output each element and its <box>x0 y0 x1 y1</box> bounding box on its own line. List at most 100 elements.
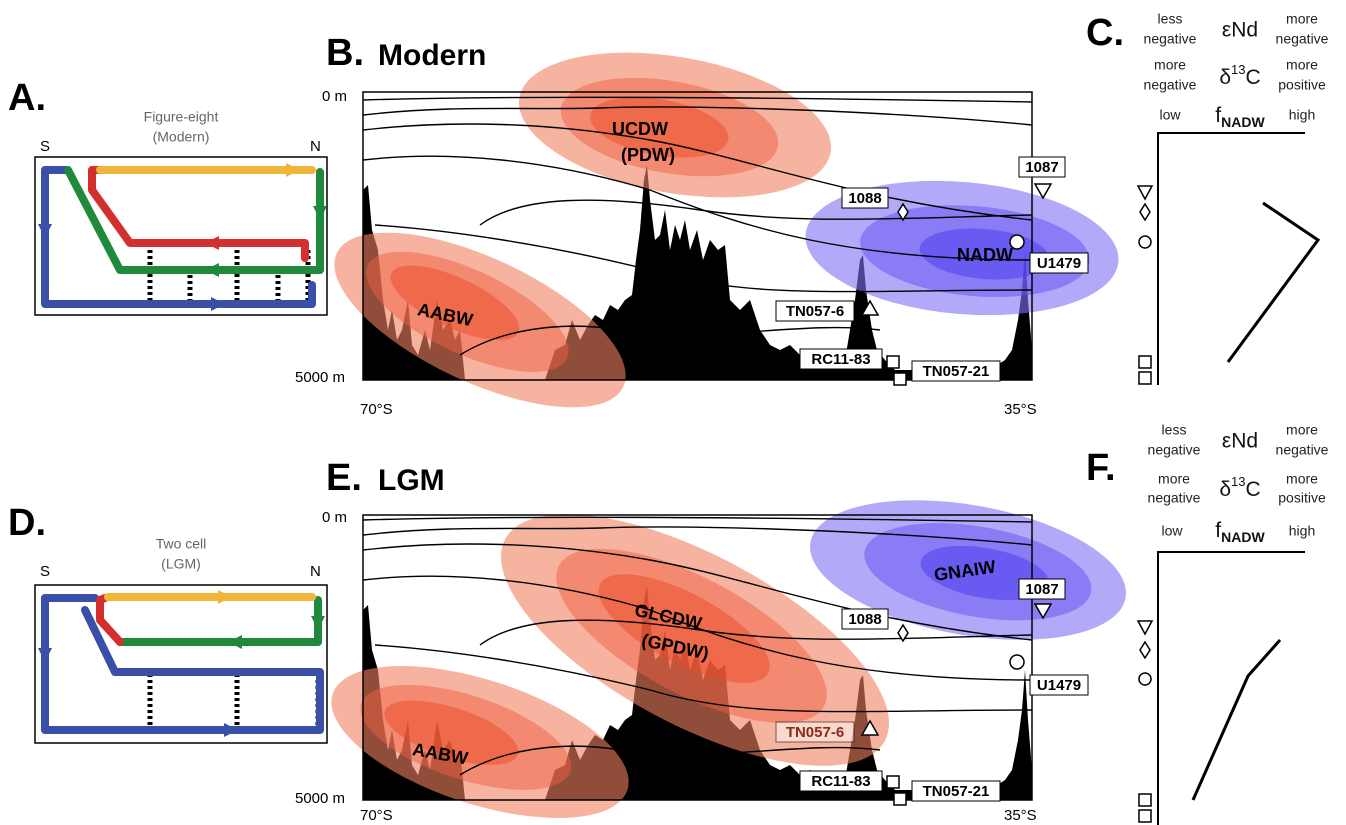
label-part: δ <box>1219 66 1231 89</box>
proxy-profile-part <box>1139 372 1151 384</box>
water-mass-label: (PDW) <box>621 145 675 165</box>
proxy-profile-part <box>1139 673 1151 685</box>
scale-label: high <box>1289 523 1315 539</box>
scale-label: positive <box>1278 490 1326 506</box>
proxy-profile-part <box>1139 356 1151 368</box>
label-part: 13 <box>1231 474 1245 489</box>
proxy-profile-part <box>1228 203 1318 362</box>
label-part: C <box>1246 478 1261 501</box>
circulation-schematic-part <box>35 585 327 743</box>
circulation-schematic: Two cell (LGM) S N <box>35 536 327 743</box>
circulation-schematic-part <box>45 170 312 304</box>
scale-label: more <box>1286 422 1318 438</box>
proxy-profile-part <box>1140 642 1150 658</box>
scale-label: low <box>1159 107 1181 123</box>
latitude-label: 70°S <box>360 807 393 824</box>
label-part: δ <box>1219 478 1231 501</box>
scale-label: positive <box>1278 77 1326 93</box>
panel-letter: C. <box>1086 12 1124 54</box>
circulation-schematic-part <box>211 297 225 311</box>
proxy-label: δ13C <box>1219 62 1260 88</box>
site-label: RC11-83 <box>811 773 870 790</box>
site-label: RC11-83 <box>811 351 870 368</box>
proxy-label: εNd <box>1222 430 1258 453</box>
site-label: 1087 <box>1025 581 1058 598</box>
panel-title: LGM <box>378 464 445 497</box>
scale-label: negative <box>1144 31 1197 47</box>
latitude-label: 35°S <box>1004 401 1037 418</box>
proxy-profile-part <box>1139 794 1151 806</box>
proxy-label: fNADW <box>1215 104 1265 130</box>
proxy-profile: less negative εNd more negative more neg… <box>1138 11 1329 385</box>
section-modern-part <box>894 373 906 385</box>
scale-label: less <box>1162 422 1187 438</box>
circulation-schematic-part <box>228 635 242 649</box>
panel-letter: B. <box>326 32 364 74</box>
section-lgm: 0 m 5000 m 70°S 35°S GLCDW (GPDW) AABW G… <box>295 464 1137 825</box>
proxy-profile-part <box>1138 621 1152 634</box>
scale-label: high <box>1289 107 1315 123</box>
site-label: U1479 <box>1037 255 1081 272</box>
depth-label: 0 m <box>322 509 347 526</box>
proxy-profile-part <box>1139 810 1151 822</box>
section-lgm-part <box>894 793 906 805</box>
section-modern-part <box>1010 235 1024 249</box>
circulation-schematic-part <box>120 600 318 642</box>
site-label: TN057-21 <box>923 783 990 800</box>
circulation-schematic-part <box>224 723 238 737</box>
circulation-schematic-part <box>205 263 219 277</box>
latitude-label: 70°S <box>360 401 393 418</box>
proxy-profile-part <box>1193 640 1280 800</box>
circulation-schematic-part <box>92 170 305 258</box>
site-label: TN057-21 <box>923 363 990 380</box>
section-lgm-part <box>1010 655 1024 669</box>
scale-label: more <box>1286 11 1318 27</box>
proxy-profile-part <box>1158 133 1305 385</box>
circulation-schematic-part <box>313 206 327 220</box>
circulation-schematic-part <box>286 163 300 177</box>
water-mass-label: NADW <box>957 245 1013 265</box>
depth-label: 5000 m <box>295 369 345 386</box>
site-label: 1088 <box>848 190 881 207</box>
north-label: N <box>310 138 321 155</box>
scale-label: negative <box>1148 490 1201 506</box>
proxy-profile-part <box>1139 236 1151 248</box>
water-mass-ellipse-part <box>508 31 843 220</box>
panel-letter: A. <box>8 77 46 119</box>
scale-label: more <box>1158 471 1190 487</box>
latitude-label: 35°S <box>1004 807 1037 824</box>
section-modern-part <box>887 356 899 368</box>
site-label: 1088 <box>848 611 881 628</box>
proxy-profile-part <box>1158 552 1305 825</box>
panel-letter: E. <box>326 457 362 499</box>
circulation-schematic: Figure-eight (Modern) S N <box>35 109 327 315</box>
schematic-title: Figure-eight <box>144 109 219 125</box>
north-label: N <box>310 563 321 580</box>
figure: A. B. Modern C. D. E. LGM F. Figure-eigh… <box>0 0 1346 825</box>
schematic-subtitle: (LGM) <box>161 556 201 572</box>
label-part: C <box>1246 66 1261 89</box>
depth-label: 0 m <box>322 88 347 105</box>
depth-label: 5000 m <box>295 790 345 807</box>
circulation-schematic-part <box>38 224 52 238</box>
circulation-schematic-part <box>38 648 52 662</box>
south-label: S <box>40 563 50 580</box>
proxy-profile-part <box>1138 186 1152 199</box>
circulation-schematic-part <box>68 170 320 270</box>
site-label: TN057-6 <box>786 724 844 741</box>
site-label: U1479 <box>1037 677 1081 694</box>
panel-title: Modern <box>378 39 486 72</box>
label-part: NADW <box>1221 114 1265 130</box>
water-mass-label: UCDW <box>612 119 668 139</box>
circulation-schematic-part <box>205 236 219 250</box>
proxy-label: εNd <box>1222 19 1258 42</box>
site-label: TN057-6 <box>786 303 844 320</box>
circulation-schematic-part <box>218 590 232 604</box>
proxy-label: δ13C <box>1219 474 1260 500</box>
proxy-profile: less negative εNd more negative more neg… <box>1138 422 1329 825</box>
section-lgm-part <box>887 776 899 788</box>
schematic-subtitle: (Modern) <box>153 129 210 145</box>
circulation-schematic-part <box>311 616 325 630</box>
scale-label: low <box>1161 523 1183 539</box>
scale-label: negative <box>1276 31 1329 47</box>
